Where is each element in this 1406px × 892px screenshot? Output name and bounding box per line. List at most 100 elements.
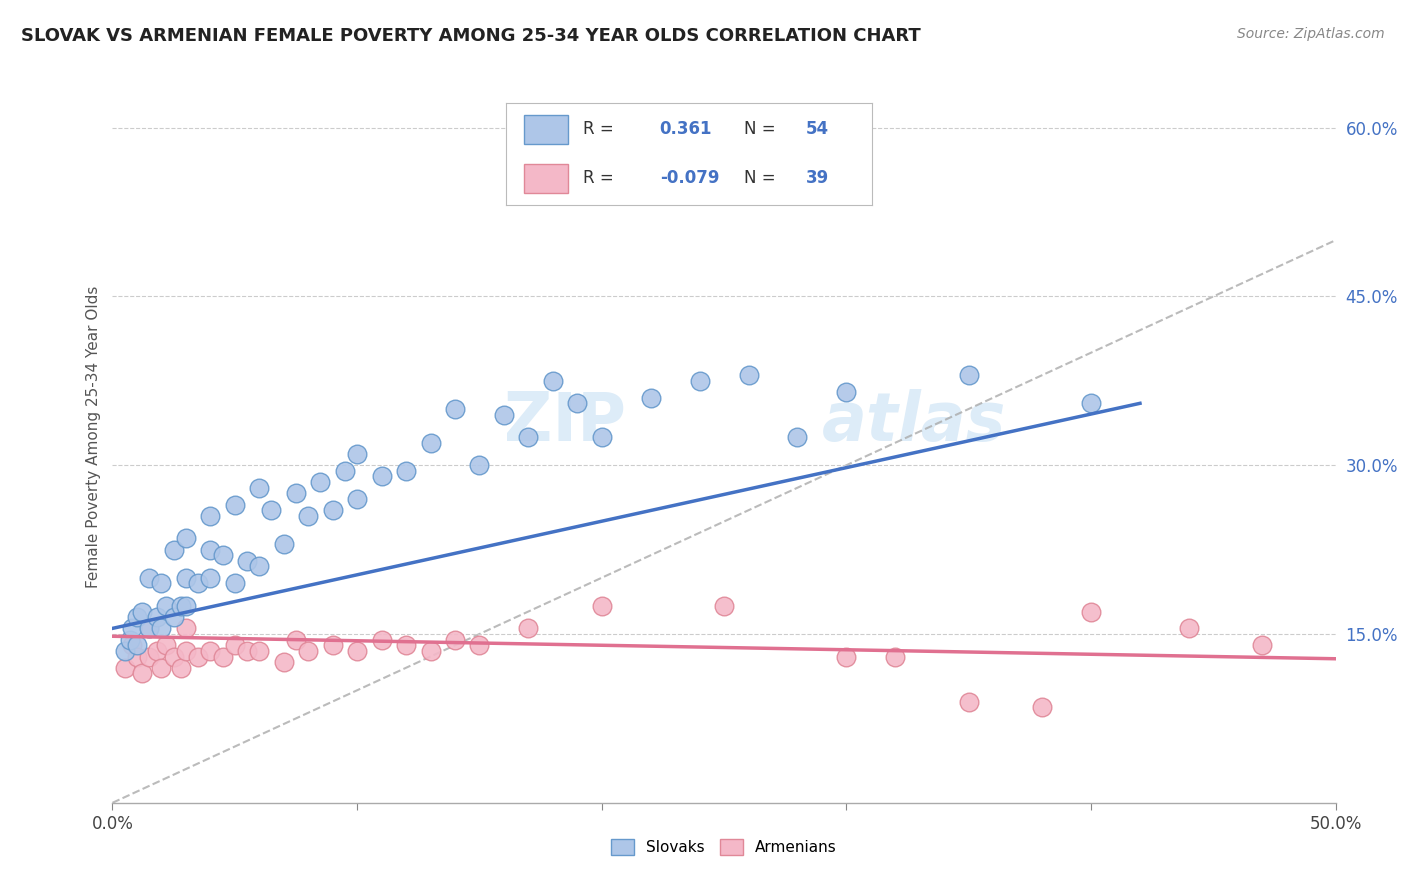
Point <box>567 396 589 410</box>
Text: atlas: atlas <box>823 390 1007 456</box>
Point <box>346 447 368 461</box>
Point <box>138 649 160 664</box>
Point <box>419 644 441 658</box>
Text: N =: N = <box>744 120 775 138</box>
Point <box>273 655 295 669</box>
Point <box>297 644 319 658</box>
Point <box>121 638 143 652</box>
Point <box>713 599 735 613</box>
Point <box>200 542 222 557</box>
Point <box>370 469 392 483</box>
Point <box>591 430 613 444</box>
Point <box>419 435 441 450</box>
Text: N =: N = <box>744 169 775 187</box>
Point <box>247 481 270 495</box>
Point <box>835 649 858 664</box>
Point <box>835 385 858 400</box>
Point <box>322 638 344 652</box>
Point <box>236 644 259 658</box>
Text: ZIP: ZIP <box>505 390 626 456</box>
Point <box>174 599 197 613</box>
Point <box>138 621 160 635</box>
Text: Source: ZipAtlas.com: Source: ZipAtlas.com <box>1237 27 1385 41</box>
Point <box>247 644 270 658</box>
Point <box>591 599 613 613</box>
Point <box>138 621 160 635</box>
Point <box>150 661 173 675</box>
Point <box>163 610 186 624</box>
Point <box>163 542 186 557</box>
Point <box>211 649 233 664</box>
Point <box>395 464 418 478</box>
Point <box>224 498 246 512</box>
Point <box>640 391 662 405</box>
Point <box>444 632 467 647</box>
Point <box>297 508 319 523</box>
Point <box>1080 605 1102 619</box>
Text: 54: 54 <box>806 120 830 138</box>
Point <box>224 576 246 591</box>
Point <box>174 532 197 546</box>
Point <box>118 632 141 647</box>
Point <box>174 644 197 658</box>
Point <box>346 491 368 506</box>
Point <box>224 638 246 652</box>
Point <box>541 374 564 388</box>
Point <box>322 503 344 517</box>
Point <box>1251 638 1274 652</box>
Point <box>200 644 222 658</box>
Point <box>957 368 980 383</box>
Point <box>737 368 759 383</box>
Point <box>957 694 980 708</box>
Y-axis label: Female Poverty Among 25-34 Year Olds: Female Poverty Among 25-34 Year Olds <box>86 286 101 588</box>
Point <box>131 666 153 681</box>
Point <box>125 610 148 624</box>
Text: R =: R = <box>583 169 613 187</box>
Text: 0.361: 0.361 <box>659 120 713 138</box>
Point <box>187 649 209 664</box>
Text: R =: R = <box>583 120 613 138</box>
Point <box>163 649 186 664</box>
Text: 39: 39 <box>806 169 830 187</box>
Point <box>174 571 197 585</box>
Point <box>1031 700 1053 714</box>
Point <box>155 599 177 613</box>
Point <box>284 632 308 647</box>
Point <box>125 638 148 652</box>
Point <box>170 661 193 675</box>
Point <box>260 503 283 517</box>
Legend: Slovaks, Armenians: Slovaks, Armenians <box>605 833 844 861</box>
Point <box>247 559 270 574</box>
Point <box>211 548 233 562</box>
Text: -0.079: -0.079 <box>659 169 720 187</box>
Point <box>786 430 808 444</box>
Point <box>174 621 197 635</box>
Point <box>121 621 143 635</box>
Point <box>370 632 392 647</box>
Point <box>200 508 222 523</box>
Point <box>468 638 491 652</box>
Point <box>273 537 295 551</box>
Point <box>1178 621 1201 635</box>
Point <box>346 644 368 658</box>
Point <box>145 610 167 624</box>
Point <box>309 475 332 489</box>
Point <box>138 571 160 585</box>
Point <box>517 430 540 444</box>
Point <box>517 621 540 635</box>
Point <box>284 486 308 500</box>
Point <box>187 576 209 591</box>
Point <box>131 605 153 619</box>
Point <box>114 644 136 658</box>
Point <box>444 401 467 416</box>
Point <box>689 374 711 388</box>
Text: SLOVAK VS ARMENIAN FEMALE POVERTY AMONG 25-34 YEAR OLDS CORRELATION CHART: SLOVAK VS ARMENIAN FEMALE POVERTY AMONG … <box>21 27 921 45</box>
Point <box>150 576 173 591</box>
Point <box>236 554 259 568</box>
Point <box>200 571 222 585</box>
Point <box>170 599 193 613</box>
Point <box>145 644 167 658</box>
Bar <box>524 115 568 144</box>
Point <box>125 649 148 664</box>
Point <box>114 661 136 675</box>
